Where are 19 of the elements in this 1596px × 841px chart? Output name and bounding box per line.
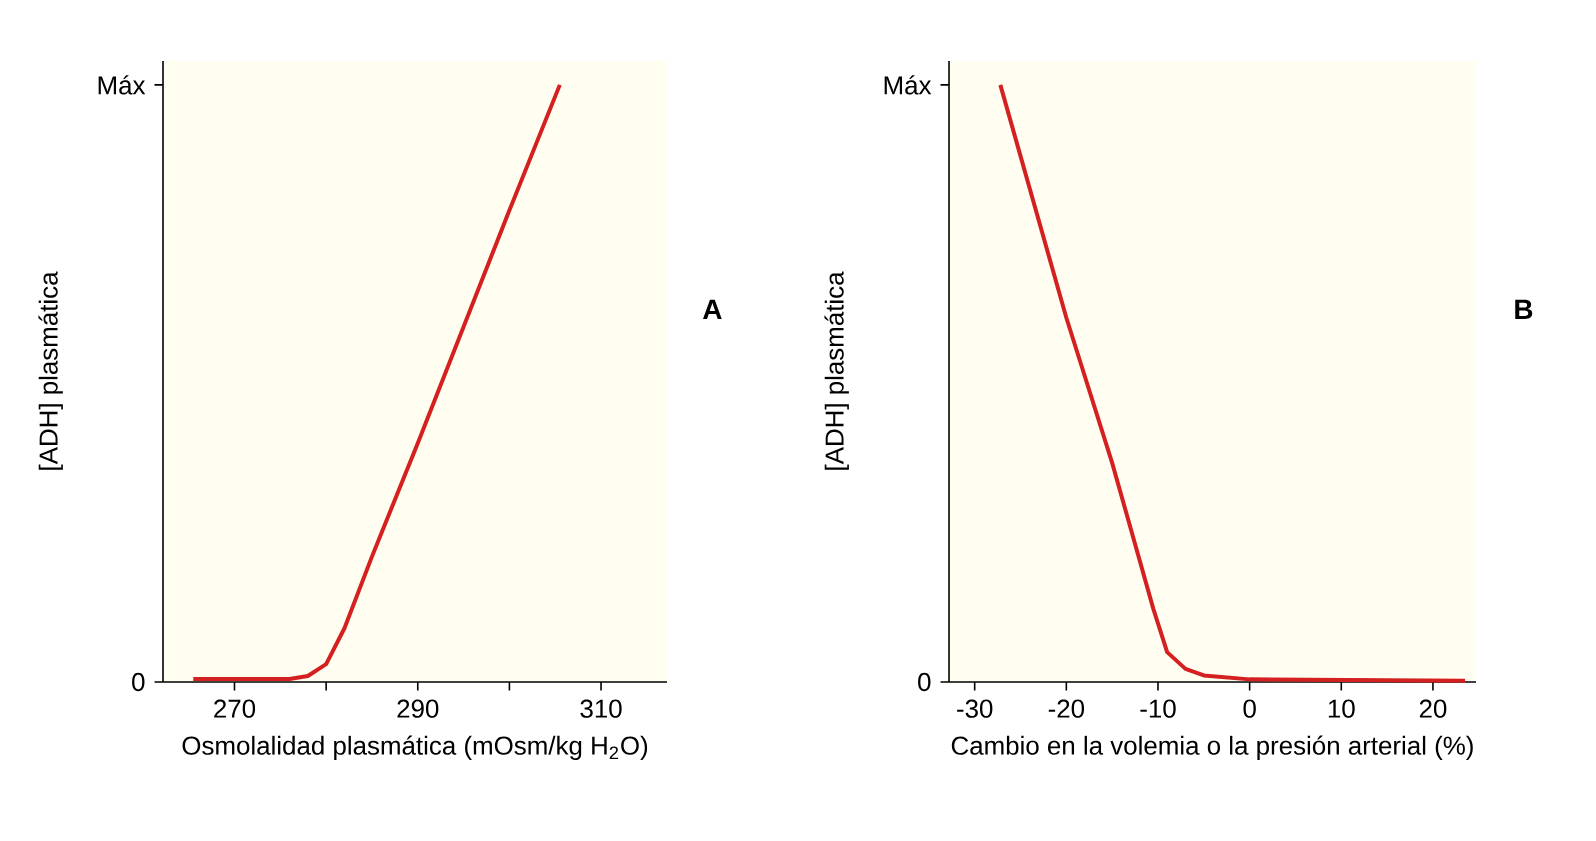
x-tick-label: 20	[1419, 699, 1447, 718]
text: B	[1515, 299, 1533, 319]
x-tick-label: 310	[580, 699, 622, 718]
x-tick-label: 0	[1243, 699, 1256, 718]
text: 0	[132, 672, 145, 692]
text: 0	[918, 672, 931, 692]
text: Máx	[884, 75, 932, 95]
x-tick-label: -20	[1048, 699, 1085, 718]
x-axis-title: Cambio en la volemia o la presión arterial (%)	[951, 735, 1473, 760]
x-axis-title: Osmolalidad plasmática (mOsm/kg H$_{2}$O)	[182, 735, 648, 760]
x-tick-label: 10	[1328, 699, 1355, 718]
x-tick-label: 290	[397, 699, 439, 718]
text: Máx	[98, 75, 146, 95]
text: A	[702, 299, 722, 319]
x-tick-label: 270	[214, 699, 256, 718]
y-axis-title: [ADH] plasmática	[824, 271, 849, 470]
x-tick-label: -10	[1140, 699, 1176, 718]
x-tick-label: -30	[957, 699, 993, 718]
y-axis-title: [ADH] plasmática	[38, 271, 63, 470]
